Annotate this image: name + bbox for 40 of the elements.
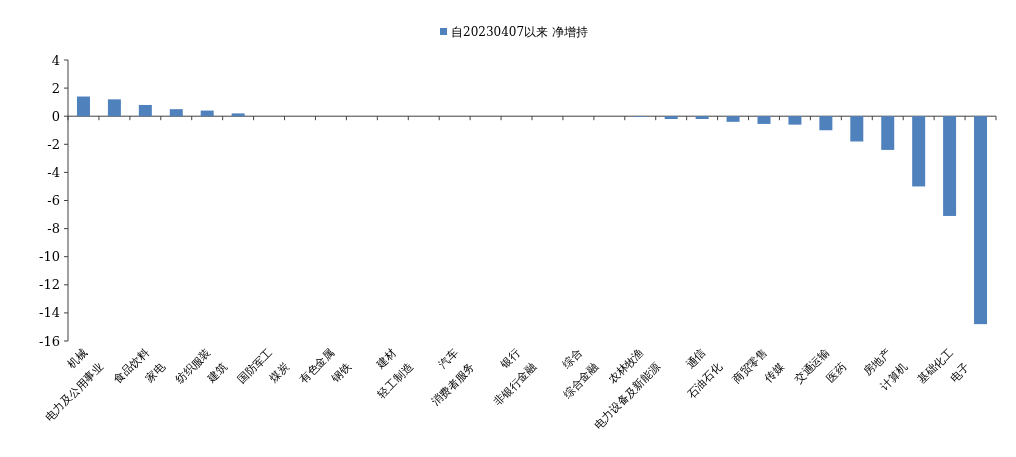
y-tick-label: -2 [47, 136, 60, 152]
bar [912, 116, 926, 187]
bar [788, 116, 802, 125]
bar [819, 116, 833, 131]
bar [76, 96, 90, 117]
y-tick-label: -4 [47, 164, 60, 180]
bar [169, 109, 183, 117]
bar [138, 104, 152, 117]
y-tick-label: -16 [39, 333, 60, 349]
bar [726, 116, 740, 122]
x-tick-label: 汽车 [436, 345, 461, 371]
y-tick-label: 0 [51, 108, 60, 124]
y-tick-label: -10 [39, 249, 60, 265]
bar [881, 116, 895, 150]
x-tick-label: 医药 [823, 360, 849, 386]
x-tick-label: 建材 [373, 345, 399, 372]
bar [850, 116, 864, 142]
legend-label: 自20230407以来 净增持 [451, 25, 588, 40]
y-tick-label: 2 [51, 80, 60, 96]
x-tick-label: 煤炭 [266, 360, 292, 386]
x-tick-label: 建筑 [204, 360, 230, 386]
bar [974, 116, 988, 325]
y-tick-label: -14 [39, 305, 60, 321]
x-tick-label: 银行 [497, 345, 523, 372]
bar [757, 116, 771, 124]
bar [695, 116, 709, 120]
y-tick-label: 4 [51, 52, 60, 68]
x-tick-label: 机械 [64, 345, 90, 371]
x-tick-label: 电子 [947, 360, 973, 386]
bar [107, 99, 121, 117]
x-tick-label: 传媒 [761, 360, 787, 386]
bar [231, 113, 245, 117]
bar [664, 116, 678, 120]
x-tick-label: 家电 [143, 360, 168, 386]
y-tick-label: -6 [47, 193, 60, 209]
x-tick-label: 钢铁 [328, 360, 354, 386]
x-tick-label: 综合 [559, 345, 585, 371]
y-tick-label: -8 [47, 221, 60, 237]
bar [943, 116, 957, 216]
y-tick-label: -12 [39, 277, 60, 293]
